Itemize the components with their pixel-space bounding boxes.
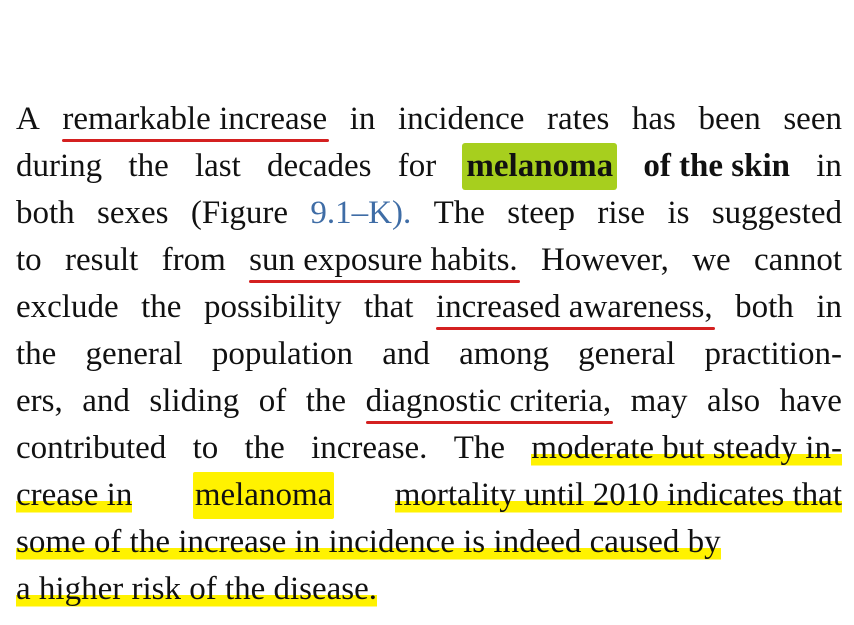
yellow-underline-crease-in: crease in <box>16 472 133 519</box>
word: increase. <box>311 430 428 466</box>
text-line-5: exclude the possibility that increased a… <box>16 284 842 331</box>
yellow-underline-mortality: mortality until 2010 indicates that <box>394 472 842 519</box>
word: A <box>16 101 40 137</box>
word: for <box>397 148 437 184</box>
word: possibility <box>203 289 342 325</box>
word: from <box>161 242 226 278</box>
word: has <box>631 101 676 137</box>
red-underline-diagnostic-criteria: diagnostic criteria, <box>365 378 613 425</box>
text-line-11: a higher risk of the disease. <box>16 566 842 613</box>
word: the <box>128 148 169 184</box>
text-line-9: crease in melanoma mortality until 2010 … <box>16 472 842 519</box>
word: The <box>453 430 506 466</box>
text-line-10: some of the increase in incidence is ind… <box>16 519 842 566</box>
word: the <box>305 383 347 419</box>
text-line-1: A remarkable increase in incidence rates… <box>16 96 842 143</box>
word: seen <box>783 101 842 137</box>
bold-of-the-skin: of the skin <box>643 148 791 184</box>
word: the <box>141 289 182 325</box>
word: and <box>382 336 430 372</box>
word: population <box>211 336 354 372</box>
word: is <box>667 195 690 231</box>
word: suggested <box>711 195 842 231</box>
word: to <box>192 430 219 466</box>
word: of <box>258 383 287 419</box>
word: sliding <box>149 383 240 419</box>
word: result <box>65 242 139 278</box>
word: exclude <box>16 289 119 325</box>
word: the <box>244 430 285 466</box>
word: both <box>16 195 75 231</box>
word: that <box>363 289 414 325</box>
word: both <box>735 289 794 325</box>
text-line-2: during the last decades for melanoma of … <box>16 143 842 190</box>
word: steep <box>507 195 576 231</box>
word: and <box>82 383 130 419</box>
word: among <box>459 336 549 372</box>
word: we <box>692 242 731 278</box>
word: general <box>85 336 183 372</box>
yellow-highlight-melanoma: melanoma <box>192 472 335 519</box>
word: practition- <box>704 336 842 372</box>
word: also <box>706 383 761 419</box>
yellow-underline-moderate-steady: moderate but steady in- <box>531 425 842 472</box>
word: sexes <box>97 195 169 231</box>
word: have <box>779 383 842 419</box>
word: contributed <box>16 430 167 466</box>
word: cannot <box>754 242 842 278</box>
word: ers, <box>16 383 63 419</box>
word: been <box>698 101 761 137</box>
word: the <box>16 336 57 372</box>
word: general <box>578 336 676 372</box>
word: (Figure <box>190 195 289 231</box>
yellow-underline-higher-risk: a higher risk of the disease. <box>16 566 378 613</box>
figure-link[interactable]: 9.1–K). <box>310 195 412 231</box>
word: last <box>194 148 241 184</box>
text-line-7: ers, and sliding of the diagnostic crite… <box>16 378 842 425</box>
word: during <box>16 148 103 184</box>
word: in <box>816 289 842 325</box>
text-line-6: the general population and among general… <box>16 331 842 378</box>
green-highlight-melanoma: melanoma <box>462 143 618 190</box>
word: The <box>433 195 485 231</box>
word: decades <box>267 148 372 184</box>
word: rise <box>597 195 646 231</box>
red-underline-sun-exposure-habits: sun exposure habits. <box>249 237 520 284</box>
word: in <box>349 101 376 137</box>
red-underline-remarkable-increase: remarkable increase <box>62 96 329 143</box>
text-line-3: both sexes (Figure 9.1–K). The steep ris… <box>16 190 842 237</box>
word: may <box>630 383 688 419</box>
yellow-underline-some-of-the-increase: some of the increase in incidence is ind… <box>16 519 721 566</box>
word: However, <box>541 242 669 278</box>
word: to <box>16 242 42 278</box>
word: incidence <box>398 101 525 137</box>
text-line-4: to result from sun exposure habits. Howe… <box>16 237 842 284</box>
word: in <box>816 148 842 184</box>
red-underline-increased-awareness: increased awareness, <box>435 284 715 331</box>
text-line-8: contributed to the increase. The moderat… <box>16 425 842 472</box>
word: rates <box>547 101 610 137</box>
